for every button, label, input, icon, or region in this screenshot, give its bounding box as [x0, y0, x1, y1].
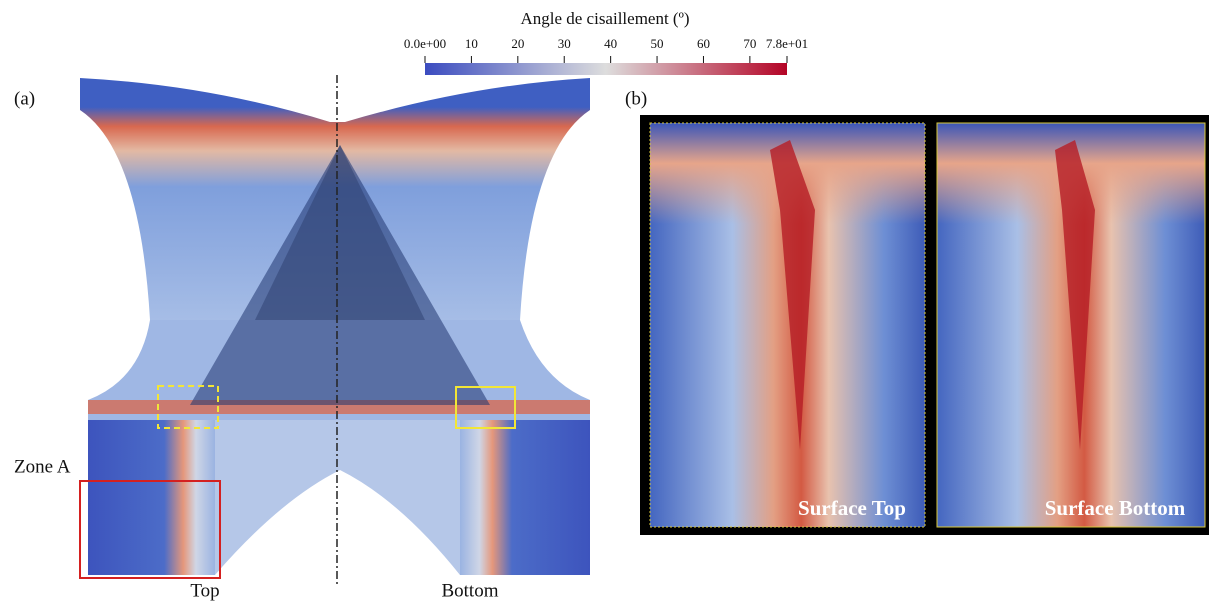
panel-caption: Surface Bottom	[1045, 496, 1186, 520]
specimen	[80, 78, 590, 575]
panel-label: (b)	[625, 88, 647, 109]
colorbar-tick-label: 7.8e+01	[766, 36, 808, 51]
zone-label: Zone A	[14, 456, 71, 477]
colorbar-tick-label: 60	[697, 36, 710, 51]
colorbar-tick-label: 30	[558, 36, 571, 51]
colorbar-title: Angle de cisaillement (º)	[520, 9, 689, 28]
top-label: Top	[190, 580, 219, 601]
colorbar-ticks: 0.0e+00 10 20 30 40 50 60 70 7.8e+01	[404, 36, 808, 63]
zoom-box-top	[157, 385, 219, 429]
colorbar-tick-label: 10	[465, 36, 478, 51]
bottom-label: Bottom	[441, 580, 498, 601]
colorbar-tick-label: 0.0e+00	[404, 36, 446, 51]
colorbar-tick-label: 50	[651, 36, 664, 51]
colorbar	[425, 63, 787, 75]
colorbar-tick-label: 70	[743, 36, 756, 51]
panel-label: (a)	[14, 88, 35, 109]
colorbar-tick-label: 20	[511, 36, 524, 51]
panel-caption: Surface Top	[798, 496, 906, 520]
zoom-panel	[649, 122, 926, 528]
zoom-panel	[936, 122, 1206, 528]
zone-a-box	[79, 480, 221, 579]
colorbar-tick-label: 40	[604, 36, 617, 51]
zoom-box-bottom	[455, 386, 516, 429]
